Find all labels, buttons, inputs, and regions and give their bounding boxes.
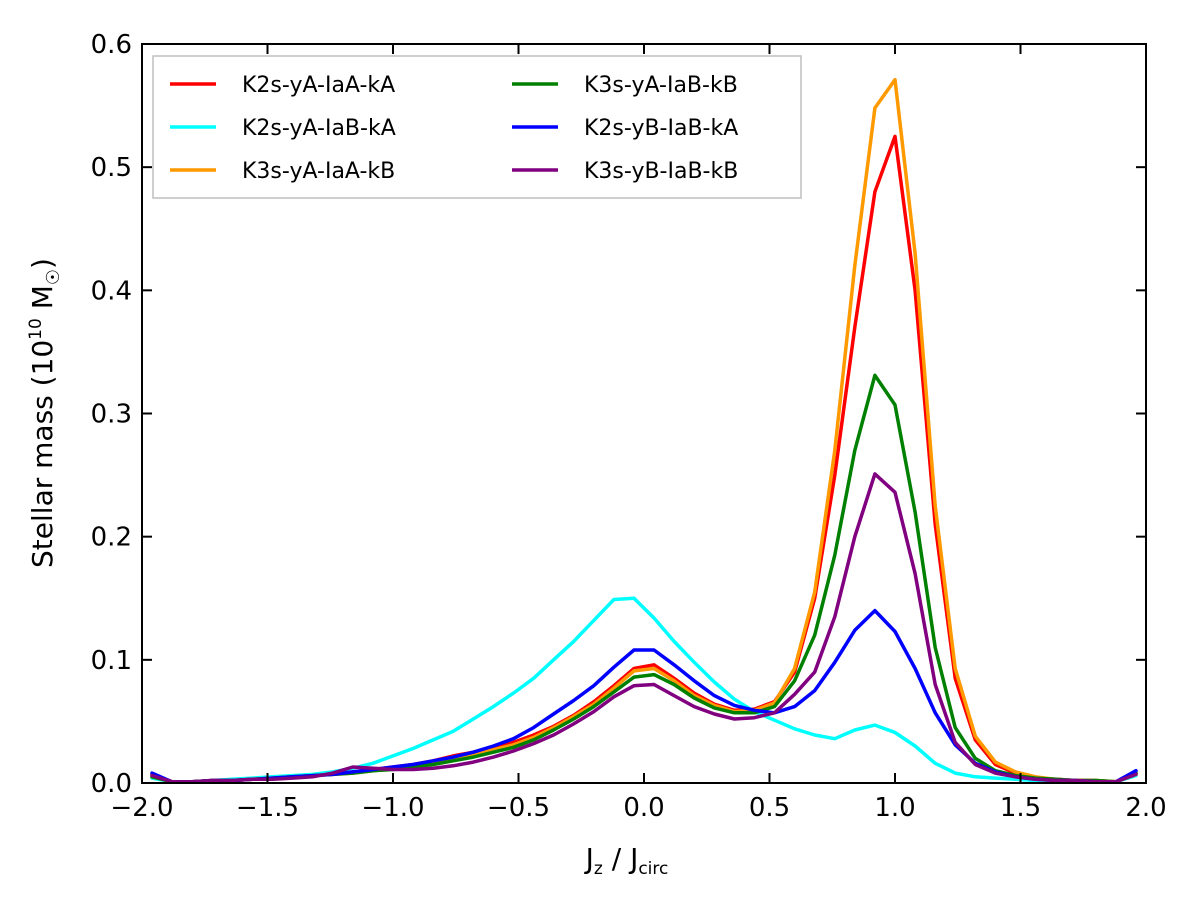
- x-tick-label: 1.5: [1000, 793, 1041, 823]
- y-axis-ticks: 0.0 0.1 0.2 0.3 0.4 0.5 0.6: [91, 30, 1146, 799]
- y-tick-label: 0.3: [91, 400, 132, 430]
- x-axis-label-mid: / J: [603, 842, 639, 875]
- legend-label: K3s-yA-IaA-kB: [242, 159, 395, 184]
- legend: K2s-yA-IaA-kA K2s-yA-IaB-kA K3s-yA-IaA-kB K…: [152, 55, 802, 199]
- x-tick-label: −0.5: [487, 793, 550, 823]
- x-axis-label-sub-z: z: [594, 859, 603, 879]
- y-axis-label: Stellar mass (1010 M☉): [26, 258, 64, 568]
- y-tick-label: 0.5: [91, 153, 132, 183]
- series-line-K3s-yB-IaB-kB: [150, 472, 1138, 783]
- y-tick-label: 0.1: [91, 646, 132, 676]
- series-layer: [150, 77, 1138, 783]
- x-tick-label: 0.5: [749, 793, 790, 823]
- legend-label: K2s-yA-IaA-kA: [242, 73, 395, 98]
- y-axis-label-sun-symbol: ☉: [43, 269, 64, 285]
- legend-box: [152, 55, 802, 199]
- x-axis-label: Jz / Jcirc: [584, 842, 669, 879]
- y-axis-label-close: ): [26, 258, 59, 269]
- x-tick-label: −1.5: [236, 793, 299, 823]
- y-tick-label: 0.6: [91, 30, 132, 60]
- x-tick-label: 0.0: [623, 793, 664, 823]
- x-tick-label: 1.0: [874, 793, 915, 823]
- y-tick-label: 0.2: [91, 523, 132, 553]
- y-axis-label-main: Stellar mass (10: [26, 340, 59, 568]
- legend-label: K2s-yB-IaB-kA: [584, 116, 738, 141]
- x-tick-label: 2.0: [1125, 793, 1166, 823]
- legend-label: K2s-yA-IaB-kA: [242, 116, 396, 141]
- legend-label: K3s-yB-IaB-kB: [584, 159, 738, 184]
- x-axis-label-sub-circ: circ: [638, 859, 668, 879]
- y-axis-label-exponent: 10: [26, 318, 46, 340]
- x-axis-label-main: J: [584, 842, 594, 875]
- x-tick-label: −1.0: [361, 793, 424, 823]
- legend-label: K3s-yA-IaB-kB: [584, 73, 738, 98]
- x-tick-label: −2.0: [110, 793, 173, 823]
- y-tick-label: 0.4: [91, 276, 132, 306]
- x-axis-ticks: −2.0 −1.5 −1.0 −0.5 0.0 0.5 1.0 1.5 2.0: [110, 44, 1167, 823]
- y-axis-label-unit: M: [26, 285, 59, 318]
- y-tick-label: 0.0: [91, 769, 132, 799]
